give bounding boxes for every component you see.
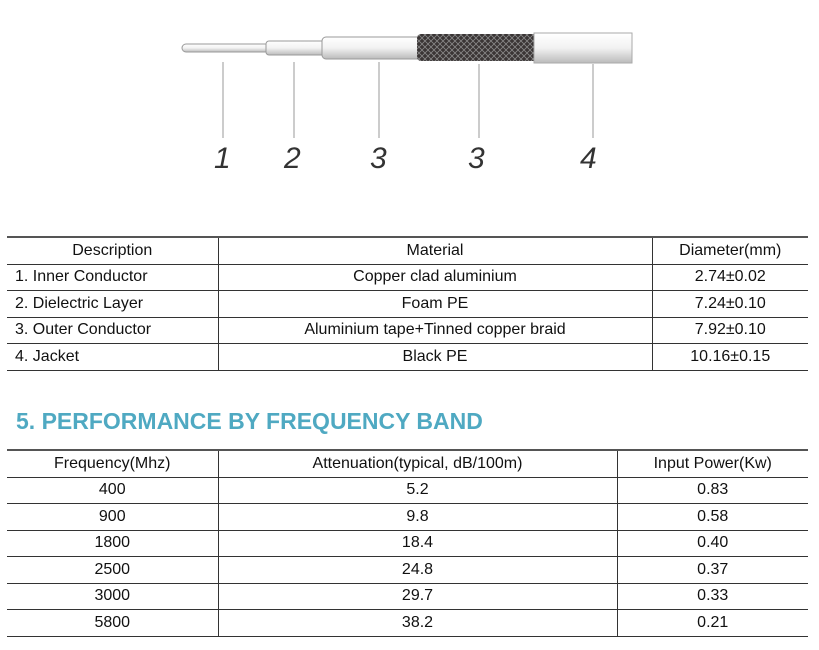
cell-attenuation: 29.7 (217, 583, 617, 610)
cell-frequency: 400 (7, 477, 218, 504)
cell-input-power: 0.33 (616, 583, 808, 610)
table-header-row: Frequency(Mhz) Attenuation(typical, dB/1… (7, 449, 808, 478)
cell-material: Copper clad aluminium (217, 264, 652, 291)
table-row: 4. Jacket Black PE 10.16±0.15 (7, 343, 808, 371)
cell-material: Foam PE (217, 290, 652, 318)
label-3b: 3 (468, 142, 485, 175)
header-diameter: Diameter(mm) (651, 236, 808, 265)
header-description: Description (7, 236, 218, 265)
table-row: 1. Inner Conductor Copper clad aluminium 2… (7, 264, 808, 291)
aluminium-tape (321, 36, 423, 60)
cell-frequency: 900 (7, 503, 218, 531)
cell-attenuation: 5.2 (217, 477, 617, 504)
table-header-row: Description Material Diameter(mm) (7, 236, 808, 265)
dielectric-layer (265, 40, 327, 56)
copper-braid (417, 34, 539, 61)
cable-cross-section-diagram: 1 2 3 3 4 (181, 32, 633, 175)
table-row: 5800 38.2 0.21 (7, 609, 808, 637)
table-row: 2. Dielectric Layer Foam PE 7.24±0.10 (7, 290, 808, 318)
inner-conductor (181, 43, 271, 53)
components-table: Description Material Diameter(mm) 1. Inn… (7, 236, 808, 371)
cell-frequency: 5800 (7, 609, 218, 637)
table-row: 3. Outer Conductor Aluminium tape+Tinned … (7, 317, 808, 344)
cell-frequency: 1800 (7, 530, 218, 557)
table-row: 3000 29.7 0.33 (7, 583, 808, 610)
cell-material: Aluminium tape+Tinned copper braid (217, 317, 652, 344)
cell-description: 4. Jacket (7, 343, 218, 371)
header-input-power: Input Power(Kw) (616, 449, 808, 478)
cell-description: 2. Dielectric Layer (7, 290, 218, 318)
label-2: 2 (283, 142, 301, 175)
header-frequency: Frequency(Mhz) (7, 449, 218, 478)
section-title: 5. PERFORMANCE BY FREQUENCY BAND (16, 408, 483, 434)
header-attenuation: Attenuation(typical, dB/100m) (217, 449, 617, 478)
cell-attenuation: 18.4 (217, 530, 617, 557)
cell-description: 3. Outer Conductor (7, 317, 218, 344)
label-1: 1 (214, 142, 231, 175)
cell-input-power: 0.83 (616, 477, 808, 504)
cell-input-power: 0.40 (616, 530, 808, 557)
table-row: 1800 18.4 0.40 (7, 530, 808, 557)
cell-diameter: 7.24±0.10 (651, 290, 808, 318)
performance-table: Frequency(Mhz) Attenuation(typical, dB/1… (7, 449, 808, 637)
cell-diameter: 7.92±0.10 (651, 317, 808, 344)
cell-diameter: 10.16±0.15 (651, 343, 808, 371)
cell-input-power: 0.21 (616, 609, 808, 637)
cell-description: 1. Inner Conductor (7, 264, 218, 291)
cell-diameter: 2.74±0.02 (651, 264, 808, 291)
cell-material: Black PE (217, 343, 652, 371)
cell-frequency: 2500 (7, 556, 218, 584)
label-3a: 3 (370, 142, 387, 175)
cell-attenuation: 38.2 (217, 609, 617, 637)
table-row: 2500 24.8 0.37 (7, 556, 808, 584)
cell-frequency: 3000 (7, 583, 218, 610)
cell-attenuation: 9.8 (217, 503, 617, 531)
cell-input-power: 0.37 (616, 556, 808, 584)
jacket (533, 32, 633, 64)
cell-attenuation: 24.8 (217, 556, 617, 584)
label-4: 4 (580, 142, 597, 175)
cell-input-power: 0.58 (616, 503, 808, 531)
table-row: 400 5.2 0.83 (7, 477, 808, 504)
table-row: 900 9.8 0.58 (7, 503, 808, 531)
header-material: Material (217, 236, 652, 265)
